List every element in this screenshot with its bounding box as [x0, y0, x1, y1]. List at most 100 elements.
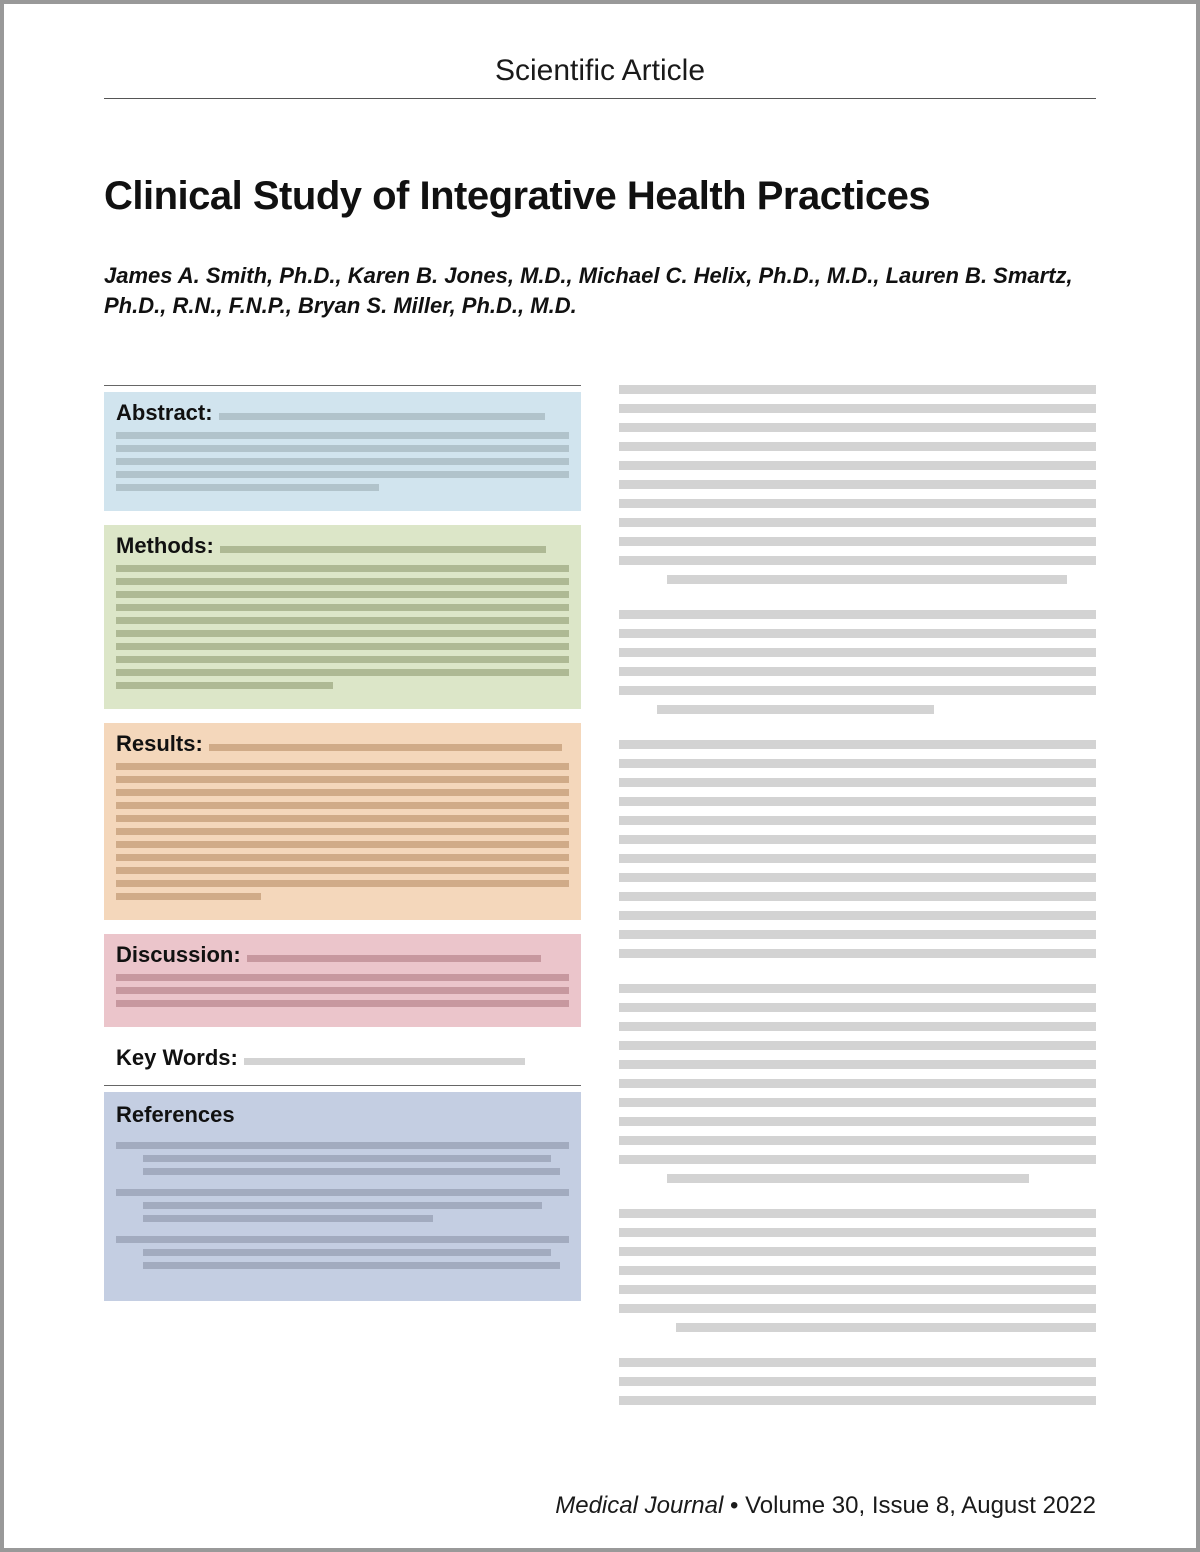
body-placeholder-line	[619, 797, 1096, 806]
results-placeholder-line	[116, 867, 569, 874]
body-placeholder-line	[619, 1228, 1096, 1237]
methods-placeholder-line	[116, 591, 569, 598]
discussion-label: Discussion:	[116, 942, 241, 967]
body-paragraph	[619, 1209, 1096, 1332]
footer-issue: Volume 30, Issue 8, August 2022	[745, 1492, 1096, 1519]
body-paragraph	[619, 385, 1096, 584]
body-placeholder-line	[619, 423, 1096, 432]
results-placeholder-line	[116, 789, 569, 796]
rule-top	[104, 385, 581, 386]
reference-placeholder-line	[143, 1215, 433, 1222]
body-paragraph	[619, 610, 1096, 714]
abstract-placeholder-line	[116, 484, 379, 491]
article-type-label: Scientific Article	[104, 54, 1096, 99]
reference-placeholder-line	[116, 1189, 569, 1196]
body-placeholder-line	[619, 499, 1096, 508]
methods-placeholder-line	[220, 546, 546, 553]
body-placeholder-line	[619, 1022, 1096, 1031]
body-placeholder-line	[667, 575, 1068, 584]
body-placeholder-line	[619, 930, 1096, 939]
body-placeholder-line	[619, 442, 1096, 451]
body-placeholder-line	[619, 873, 1096, 882]
abstract-section: Abstract:	[104, 392, 581, 511]
authors-list: James A. Smith, Ph.D., Karen B. Jones, M…	[104, 261, 1096, 320]
body-placeholder-line	[619, 778, 1096, 787]
results-label: Results:	[116, 731, 203, 756]
abstract-placeholder-line	[116, 432, 569, 439]
abstract-label: Abstract:	[116, 400, 213, 425]
body-paragraph	[619, 740, 1096, 958]
body-placeholder-line	[619, 1060, 1096, 1069]
results-placeholder-line	[116, 815, 569, 822]
footer-sep: •	[723, 1492, 745, 1519]
left-column: Abstract: Methods: Results: Discussion: Key …	[104, 385, 581, 1431]
body-placeholder-line	[619, 740, 1096, 749]
methods-placeholder-line	[116, 682, 333, 689]
abstract-placeholder-line	[116, 445, 569, 452]
body-placeholder-line	[619, 1003, 1096, 1012]
results-placeholder-line	[116, 841, 569, 848]
reference-placeholder-line	[143, 1249, 551, 1256]
body-placeholder-line	[619, 1155, 1096, 1164]
body-placeholder-line	[619, 1079, 1096, 1088]
methods-placeholder-line	[116, 669, 569, 676]
reference-placeholder-line	[116, 1142, 569, 1149]
body-placeholder-line	[619, 648, 1096, 657]
body-placeholder-line	[619, 835, 1096, 844]
methods-placeholder-line	[116, 630, 569, 637]
body-placeholder-line	[619, 686, 1096, 695]
body-placeholder-line	[619, 892, 1096, 901]
body-placeholder-line	[667, 1174, 1030, 1183]
keywords-placeholder-line	[244, 1058, 525, 1065]
body-placeholder-line	[619, 1117, 1096, 1126]
article-title: Clinical Study of Integrative Health Pra…	[104, 174, 1096, 219]
methods-label: Methods:	[116, 533, 214, 558]
body-placeholder-line	[619, 1098, 1096, 1107]
body-paragraph	[619, 1358, 1096, 1405]
methods-section: Methods:	[104, 525, 581, 709]
body-placeholder-line	[676, 1323, 1096, 1332]
abstract-placeholder-line	[116, 458, 569, 465]
keywords-label: Key Words:	[116, 1045, 238, 1070]
body-placeholder-line	[619, 1358, 1096, 1367]
methods-placeholder-line	[116, 617, 569, 624]
results-placeholder-line	[116, 880, 569, 887]
rule-separator	[104, 1085, 581, 1086]
results-placeholder-line	[116, 893, 261, 900]
methods-placeholder-line	[116, 565, 569, 572]
body-placeholder-line	[619, 1396, 1096, 1405]
right-column-body-text	[619, 385, 1096, 1431]
references-section: References	[104, 1092, 581, 1301]
body-placeholder-line	[619, 480, 1096, 489]
body-placeholder-line	[619, 556, 1096, 565]
body-placeholder-line	[619, 984, 1096, 993]
results-section: Results:	[104, 723, 581, 920]
body-placeholder-line	[619, 461, 1096, 470]
body-placeholder-line	[619, 949, 1096, 958]
body-placeholder-line	[619, 1285, 1096, 1294]
body-placeholder-line	[619, 537, 1096, 546]
discussion-placeholder-line	[116, 1000, 569, 1007]
methods-placeholder-line	[116, 656, 569, 663]
body-placeholder-line	[619, 1209, 1096, 1218]
body-placeholder-line	[619, 911, 1096, 920]
body-placeholder-line	[619, 759, 1096, 768]
results-placeholder-line	[116, 828, 569, 835]
footer-journal-name: Medical Journal	[555, 1492, 723, 1519]
methods-placeholder-line	[116, 578, 569, 585]
reference-placeholder-line	[143, 1262, 560, 1269]
body-placeholder-line	[619, 1136, 1096, 1145]
body-placeholder-line	[619, 629, 1096, 638]
reference-placeholder-line	[116, 1236, 569, 1243]
keywords-section: Key Words:	[104, 1041, 581, 1079]
body-placeholder-line	[619, 404, 1096, 413]
body-placeholder-line	[619, 1304, 1096, 1313]
results-placeholder-line	[116, 854, 569, 861]
results-placeholder-line	[209, 744, 562, 751]
discussion-placeholder-line	[116, 987, 569, 994]
discussion-section: Discussion:	[104, 934, 581, 1027]
body-placeholder-line	[619, 385, 1096, 394]
results-placeholder-line	[116, 802, 569, 809]
results-placeholder-line	[116, 776, 569, 783]
methods-placeholder-line	[116, 604, 569, 611]
